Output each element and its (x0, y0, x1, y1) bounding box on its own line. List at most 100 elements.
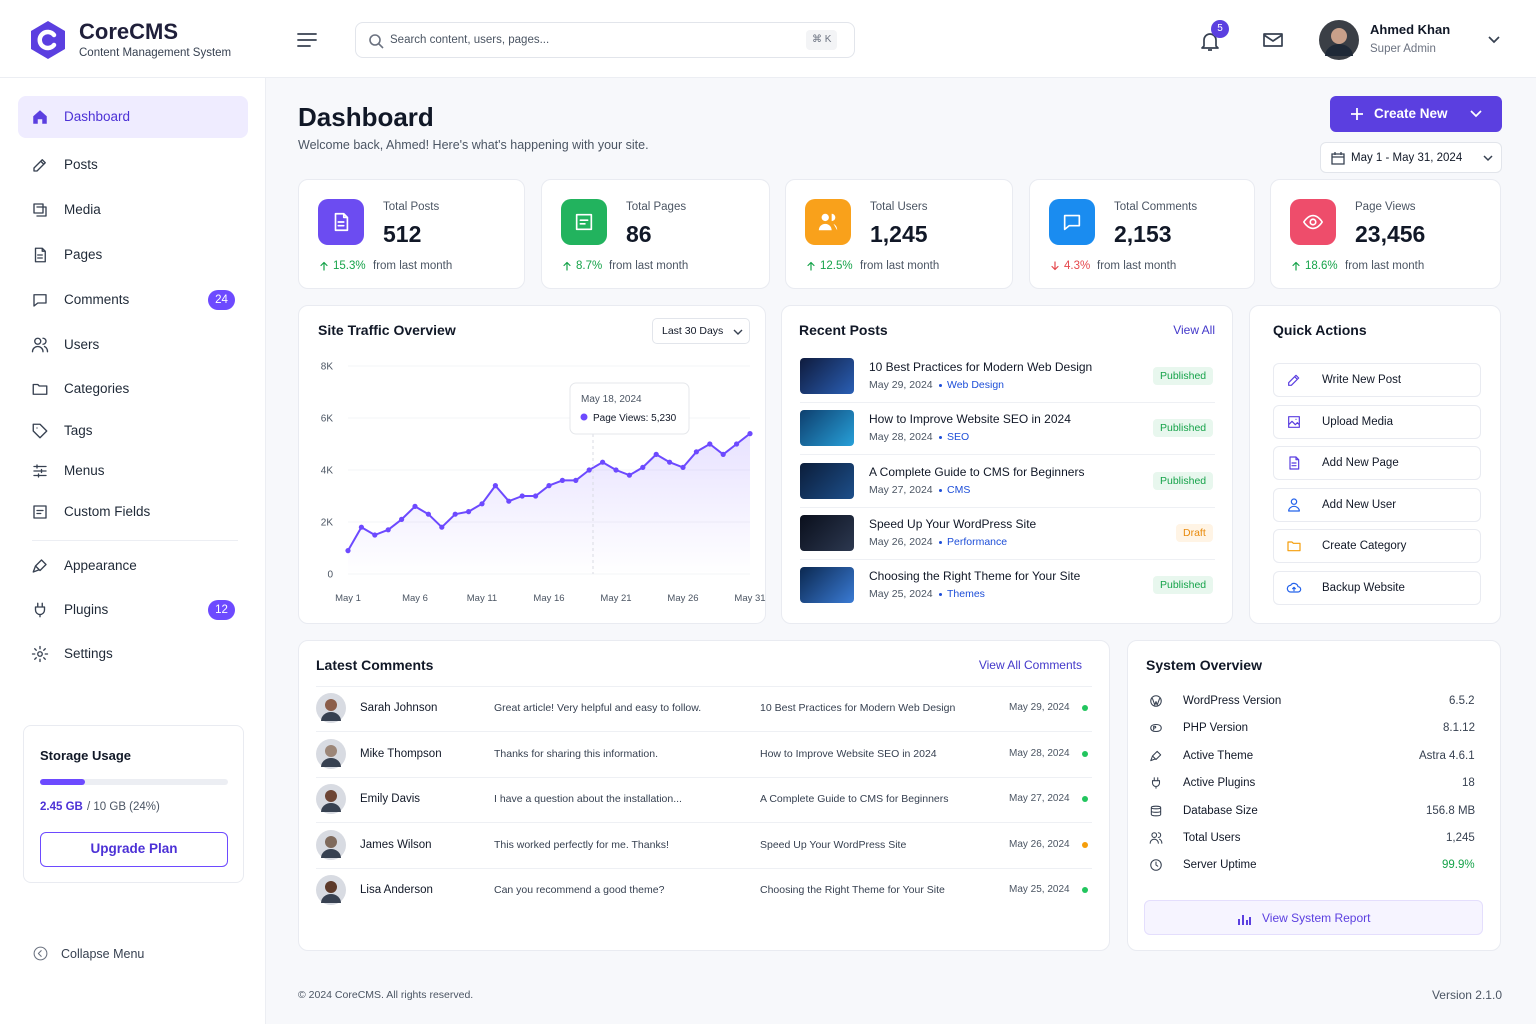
post-title[interactable]: A Complete Guide to CMS for Beginners (869, 464, 1085, 479)
create-new-button[interactable]: Create New (1330, 96, 1502, 132)
logo (31, 21, 65, 59)
quick-action[interactable] (1273, 529, 1481, 563)
commenter-avatar (316, 738, 346, 769)
nav-label[interactable]: Appearance (64, 558, 137, 573)
search-box[interactable]: Search content, users, pages... ⌘ K (355, 22, 855, 58)
icon-shape (807, 261, 815, 271)
quick-action[interactable] (1273, 404, 1481, 439)
icon-shape (1051, 261, 1059, 271)
stat-note: from last month (1345, 260, 1425, 272)
stat-label: Total Comments (1114, 201, 1198, 213)
quick-action[interactable] (1273, 570, 1481, 605)
traffic-point (734, 441, 740, 447)
post-title[interactable]: How to Improve Website SEO in 2024 (869, 412, 1071, 427)
quick-action-label[interactable]: Write New Post (1322, 374, 1402, 386)
quick-action-label[interactable]: Upload Media (1322, 415, 1393, 428)
post-title[interactable]: Speed Up Your WordPress Site (869, 516, 1037, 531)
traffic-point (600, 459, 606, 465)
post-meta-dot (939, 540, 942, 544)
recent-posts-link[interactable]: View All (1173, 323, 1215, 337)
nav-label[interactable]: Comments (64, 292, 130, 307)
post-category[interactable]: Web Design (947, 379, 1005, 391)
post-title[interactable]: Choosing the Right Theme for Your Site (869, 569, 1081, 584)
quick-action-label[interactable]: Add New Page (1322, 457, 1399, 469)
post-category[interactable]: SEO (947, 431, 970, 444)
comment-post[interactable]: How to Improve Website SEO in 2024 (760, 747, 937, 760)
post-status: Published (1153, 419, 1214, 438)
stat-icon-bg (561, 199, 607, 245)
user-menu-chevron[interactable] (1487, 35, 1501, 45)
chevron-shape (1470, 110, 1482, 118)
traffic-point (626, 472, 632, 478)
nav-item[interactable] (18, 633, 248, 675)
user-avatar[interactable] (1319, 20, 1359, 60)
collapse-menu[interactable]: Collapse Menu (61, 947, 145, 961)
icon (31, 337, 49, 353)
icon-shape (34, 247, 46, 263)
nav-label[interactable]: Pages (64, 247, 103, 262)
stat-change: 12.5% (820, 260, 853, 272)
stat-value: 86 (626, 221, 652, 247)
quick-action-label[interactable]: Add New User (1322, 498, 1397, 511)
nav-item[interactable] (18, 368, 248, 410)
post-category[interactable]: Themes (947, 588, 985, 601)
quick-action-label[interactable]: Create Category (1322, 540, 1407, 552)
nav-label[interactable]: Tags (64, 423, 93, 438)
quick-action-label[interactable]: Backup Website (1322, 581, 1405, 594)
stat-label: Total Pages (626, 201, 687, 213)
menu-toggle[interactable] (297, 32, 317, 48)
latest-comments-link[interactable]: View All Comments (978, 658, 1082, 672)
stat-note: from last month (1097, 260, 1177, 272)
nav-label[interactable]: Users (64, 337, 100, 352)
nav-item[interactable] (18, 324, 248, 366)
stat-change: 15.3% (333, 260, 366, 272)
quick-action[interactable] (1273, 363, 1481, 397)
icon-shape (1292, 261, 1300, 271)
nav-label[interactable]: Custom Fields (64, 504, 151, 519)
system-value: 1,245 (1446, 832, 1475, 844)
page-title: Dashboard (298, 102, 434, 132)
nav-label[interactable]: Plugins (64, 602, 109, 617)
search-placeholder: Search content, users, pages... (390, 34, 550, 46)
nav-label[interactable]: Categories (64, 381, 130, 396)
comment-post[interactable]: Speed Up Your WordPress Site (760, 838, 907, 851)
icon (33, 110, 47, 124)
storage-title: Storage Usage (40, 748, 132, 763)
date-range-picker[interactable]: May 1 - May 31, 2024 (1320, 142, 1502, 173)
messages-icon[interactable] (1261, 28, 1285, 52)
comment-date: May 26, 2024 (1009, 838, 1070, 850)
nav-item[interactable] (18, 410, 248, 452)
quick-action[interactable] (1273, 487, 1481, 522)
traffic-point (439, 524, 445, 530)
y-tick-label: 4K (321, 466, 334, 477)
system-report-button[interactable]: View System Report (1144, 900, 1483, 935)
post-title[interactable]: 10 Best Practices for Modern Web Design (869, 360, 1093, 374)
nav-label[interactable]: Dashboard (64, 109, 131, 124)
stat-label: Page Views (1355, 201, 1416, 213)
nav-label[interactable]: Media (64, 202, 101, 217)
nav-item[interactable] (18, 234, 248, 276)
icon (33, 464, 47, 478)
footer-version: Version 2.1.0 (1431, 988, 1502, 1002)
icon-shape (575, 213, 593, 231)
nav-label[interactable]: Posts (64, 157, 98, 172)
nav-item[interactable] (18, 189, 248, 231)
nav-item[interactable] (18, 450, 248, 492)
comment-date: May 25, 2024 (1009, 884, 1070, 895)
nav-item[interactable] (18, 96, 248, 138)
icon (1287, 541, 1301, 552)
quick-action[interactable] (1273, 446, 1481, 480)
icon-shape (1150, 805, 1162, 816)
upgrade-button[interactable]: Upgrade Plan (40, 832, 228, 867)
comment-post[interactable]: A Complete Guide to CMS for Beginners (760, 793, 949, 805)
comment-post[interactable]: Choosing the Right Theme for Your Site (760, 884, 945, 896)
post-category[interactable]: Performance (947, 535, 1008, 548)
comment-date: May 29, 2024 (1009, 702, 1070, 713)
comment-post[interactable]: 10 Best Practices for Modern Web Design (760, 702, 956, 714)
nav-label[interactable]: Menus (64, 463, 105, 478)
nav-badge: 24 (208, 290, 235, 310)
nav-label[interactable]: Settings (64, 646, 113, 661)
nav-item[interactable] (18, 144, 248, 186)
post-category[interactable]: CMS (947, 483, 971, 496)
traffic-range-select[interactable]: Last 30 Days (652, 318, 750, 344)
